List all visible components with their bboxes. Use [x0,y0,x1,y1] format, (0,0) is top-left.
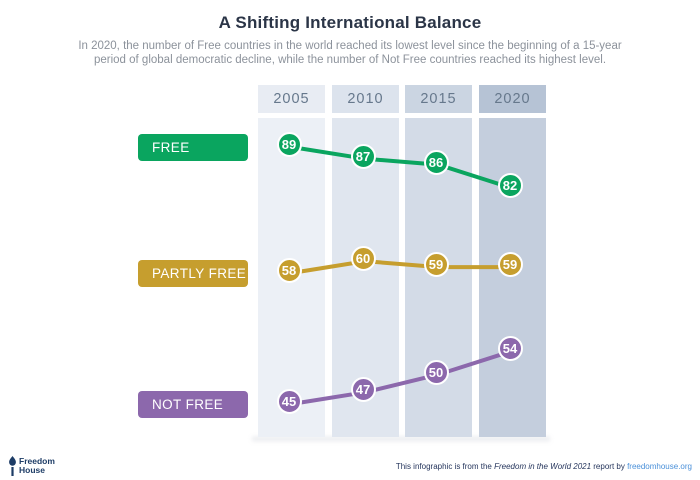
attribution-prefix: This infographic is from the [395,462,495,471]
logo-text: Freedom House [19,457,55,475]
subtitle-line-2: period of global democratic decline, whi… [93,54,607,66]
subtitle-line-1: In 2020, the number of Free countries in… [78,40,622,52]
subtitle: In 2020, the number of Free countries in… [0,39,700,67]
year-column [479,118,546,437]
freedomhouse-link[interactable]: freedomhouse.org [627,462,692,471]
data-point: 50 [423,359,449,385]
data-point: 59 [497,252,523,278]
torch-icon [9,456,16,476]
attribution-report-title: Freedom in the World 2021 [494,462,592,471]
data-point: 54 [497,335,523,361]
data-point: 89 [276,132,302,157]
data-point: 87 [350,143,376,169]
year-header: 2015 [405,85,472,113]
data-point: 58 [276,258,302,283]
column-shadow [252,437,550,443]
attribution-middle: report by [591,462,628,471]
freedom-house-logo: Freedom House [8,456,55,476]
attribution: This infographic is from the Freedom in … [396,462,692,471]
data-point: 60 [350,246,376,272]
series-label: FREE [138,133,248,161]
logo-line-1: Freedom [19,456,55,466]
data-point: 86 [423,149,449,175]
series-label: PARTLY FREE [138,259,248,287]
data-point: 59 [423,252,449,278]
page-title: A Shifting International Balance [218,13,482,32]
year-header: 2010 [332,85,399,113]
year-header: 2020 [479,85,546,113]
series-label: NOT FREE [138,390,248,418]
data-point: 82 [497,173,523,199]
data-point: 45 [276,389,302,414]
data-point: 47 [350,377,376,403]
logo-line-2: House [19,465,45,475]
year-header: 2005 [258,85,325,113]
